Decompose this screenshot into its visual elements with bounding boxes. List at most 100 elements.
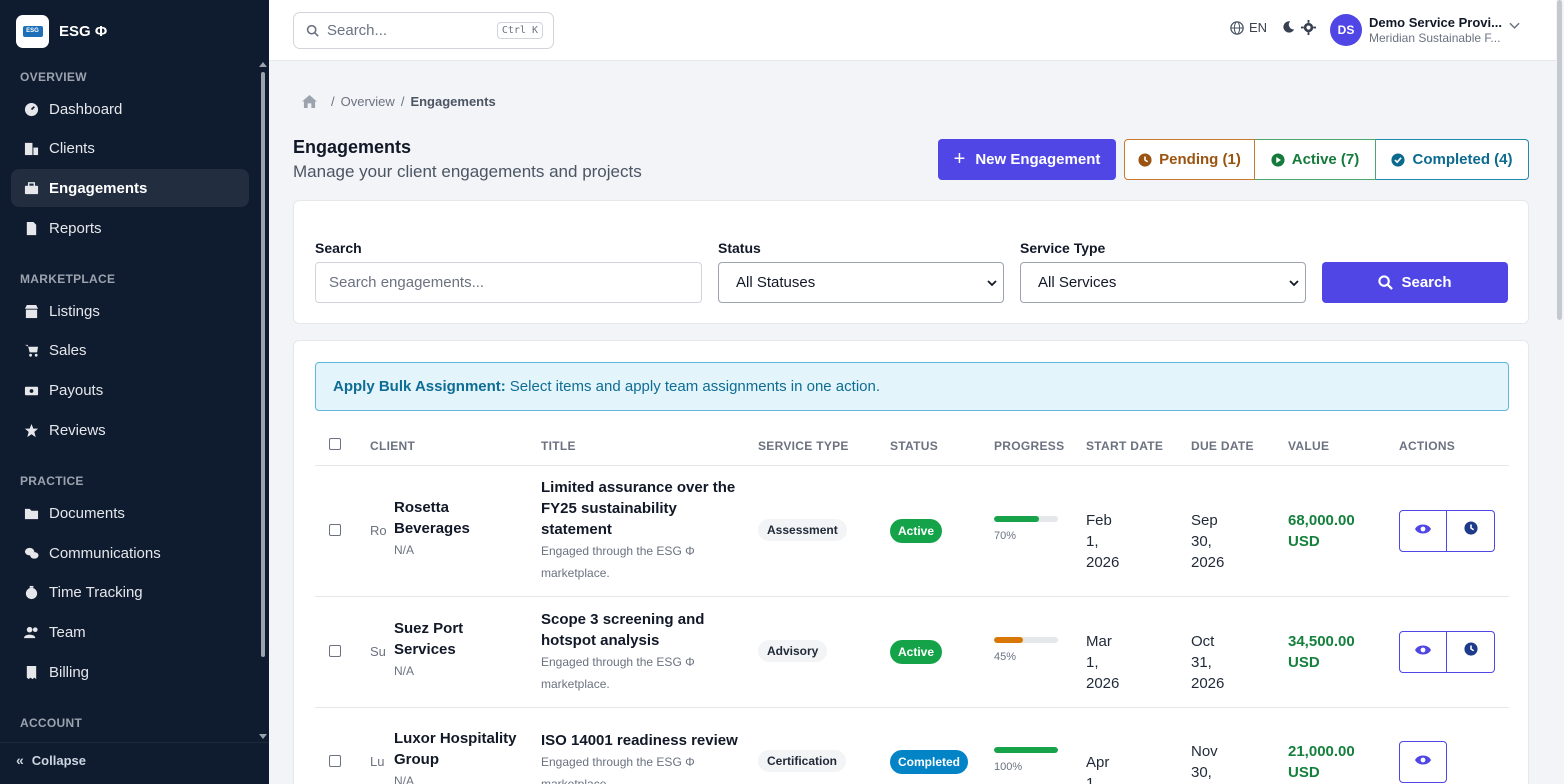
log-time-button[interactable]: [1447, 509, 1495, 552]
column-header-value[interactable]: VALUE: [1288, 439, 1330, 453]
progress-cell: 70%: [994, 515, 1058, 542]
completed-filter-button[interactable]: Completed (4): [1376, 139, 1529, 180]
status-filter-group: Pending (1) Active (7) Completed (4): [1124, 139, 1529, 180]
status-badge: Completed: [890, 750, 969, 774]
sidebar-item-billing[interactable]: Billing: [11, 653, 249, 691]
sidebar-item-reports[interactable]: Reports: [11, 209, 249, 247]
service-type-badge: Advisory: [758, 639, 828, 662]
column-header-service-type[interactable]: SERVICE TYPE: [758, 439, 849, 453]
clock-icon: [1138, 152, 1152, 167]
sidebar-item-label: Engagements: [49, 179, 148, 197]
breadcrumb-separator: /: [400, 94, 405, 109]
engagement-description: marketplace.: [541, 676, 610, 691]
view-button[interactable]: [1399, 630, 1447, 673]
column-header-start-date[interactable]: START DATE: [1086, 439, 1164, 453]
column-header-status[interactable]: STATUS: [890, 439, 939, 453]
column-header-due-date[interactable]: DUE DATE: [1191, 439, 1254, 453]
engagement-value: USD: [1288, 764, 1320, 781]
scroll-down-icon[interactable]: [259, 734, 267, 739]
cart-icon: [23, 342, 39, 358]
client-name: Rosetta: [394, 498, 450, 516]
row-checkbox[interactable]: [329, 644, 341, 657]
global-search-input[interactable]: Search... Ctrl K: [293, 12, 554, 49]
status-select[interactable]: All Statuses: [718, 262, 1004, 303]
engagement-value: 68,000.00: [1288, 511, 1355, 529]
scroll-up-icon[interactable]: [259, 62, 267, 67]
client-name: Group: [394, 751, 439, 768]
due-date: Nov 30,: [1191, 743, 1218, 781]
avatar[interactable]: DS: [1330, 14, 1362, 46]
chevron-down-icon[interactable]: [1509, 22, 1520, 30]
engagement-title-cell[interactable]: Scope 3 screening and hotspot analysis Eng…: [541, 609, 746, 695]
topbar: Search... Ctrl K EN DS Demo Service Prov…: [269, 0, 1564, 61]
language-switcher[interactable]: EN: [1230, 20, 1267, 35]
progress-fill: [994, 747, 1058, 753]
sidebar-item-time-tracking[interactable]: Time Tracking: [11, 573, 249, 611]
row-checkbox[interactable]: [329, 523, 341, 536]
due-date-cell: Oct 31, 2026: [1191, 631, 1224, 694]
sidebar-item-payouts[interactable]: Payouts: [11, 371, 249, 409]
sidebar-item-sales[interactable]: Sales: [11, 331, 249, 369]
sidebar-item-clients[interactable]: Clients: [11, 129, 249, 167]
language-label: EN: [1249, 20, 1268, 35]
search-button[interactable]: Search: [1322, 262, 1508, 303]
users-icon: [23, 624, 39, 640]
collapse-button[interactable]: « Collapse: [16, 752, 86, 768]
filter-card: Search Search engagements... Status All …: [293, 200, 1529, 324]
breadcrumb-overview[interactable]: Overview: [340, 94, 395, 109]
engagement-value: USD: [1288, 653, 1320, 671]
file-icon: [23, 220, 39, 236]
sidebar-item-team[interactable]: Team: [11, 613, 249, 651]
client-cell[interactable]: Rosetta Beverages N/A: [394, 497, 534, 557]
sidebar-item-reviews[interactable]: Reviews: [11, 411, 249, 449]
page-scrollbar[interactable]: [1556, 0, 1564, 784]
sidebar-scroll-thumb[interactable]: [261, 72, 265, 657]
engagement-title-cell[interactable]: ISO 14001 readiness review Engaged throug…: [541, 730, 746, 784]
client-meta: N/A: [394, 774, 415, 784]
home-icon[interactable]: [302, 95, 317, 108]
engagement-title-cell[interactable]: Limited assurance over the FY25 sustainab…: [541, 477, 746, 584]
log-time-button[interactable]: [1447, 630, 1495, 673]
column-header-progress[interactable]: PROGRESS: [994, 439, 1065, 453]
user-name[interactable]: Demo Service Provi...: [1369, 15, 1502, 30]
view-button[interactable]: [1399, 509, 1447, 552]
sidebar-scrollbar[interactable]: [259, 62, 267, 742]
client-name: Services: [394, 640, 456, 658]
bulk-assignment-banner[interactable]: Apply Bulk Assignment: Select items and …: [315, 362, 1509, 411]
sidebar-item-label: Team: [49, 623, 86, 641]
client-name: Luxor Hospitality: [394, 730, 517, 747]
brand[interactable]: ESG ESG Φ: [16, 14, 107, 48]
service-type-select[interactable]: All Services: [1020, 262, 1306, 303]
sidebar-item-engagements[interactable]: Engagements: [11, 169, 249, 207]
section-label-overview: OVERVIEW: [20, 70, 87, 84]
view-button[interactable]: [1399, 741, 1447, 783]
pending-filter-button[interactable]: Pending (1): [1124, 139, 1255, 180]
row-checkbox[interactable]: [329, 755, 341, 767]
briefcase-icon: [23, 180, 39, 196]
sidebar-item-listings[interactable]: Listings: [11, 292, 249, 330]
service-type-badge: Assessment: [758, 518, 847, 541]
page-scroll-thumb[interactable]: [1557, 0, 1562, 320]
search-engagements-input[interactable]: Search engagements...: [315, 262, 702, 303]
column-header-title[interactable]: TITLE: [541, 439, 576, 453]
sidebar-item-dashboard[interactable]: Dashboard: [11, 90, 249, 128]
moon-icon[interactable]: [1282, 20, 1295, 34]
service-type-badge: Certification: [758, 750, 847, 772]
column-header-actions: ACTIONS: [1399, 439, 1456, 453]
client-cell[interactable]: Suez Port Services N/A: [394, 618, 534, 678]
sidebar-item-label: Payouts: [49, 381, 104, 399]
search-button-label: Search: [1401, 274, 1452, 291]
gear-icon[interactable]: [1301, 20, 1316, 35]
sidebar-item-documents[interactable]: Documents: [11, 494, 249, 532]
new-engagement-button[interactable]: + New Engagement: [938, 139, 1116, 180]
plus-icon: +: [953, 148, 966, 170]
client-cell[interactable]: Luxor Hospitality Group N/A: [394, 728, 534, 784]
engagement-title: Limited assurance over the: [541, 479, 736, 496]
column-header-client[interactable]: CLIENT: [370, 439, 416, 453]
engagement-title: hotspot analysis: [541, 631, 660, 649]
sidebar-item-communications[interactable]: Communications: [11, 534, 249, 572]
row-actions: [1399, 741, 1447, 783]
status-field-label: Status: [718, 240, 761, 256]
select-all-checkbox[interactable]: [329, 438, 341, 450]
active-filter-button[interactable]: Active (7): [1255, 139, 1376, 180]
